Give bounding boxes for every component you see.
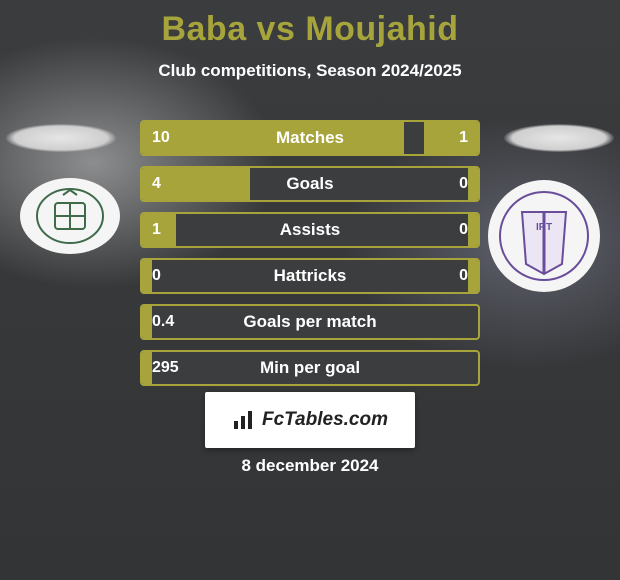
stat-left-value: 4 — [152, 168, 161, 200]
page-title: Baba vs Moujahid — [0, 0, 620, 49]
stat-label: Assists — [142, 214, 478, 246]
crest-left-icon — [35, 187, 105, 245]
stat-left-value: 10 — [152, 122, 170, 154]
player-left-shadow — [6, 124, 116, 152]
stat-label: Goals — [142, 168, 478, 200]
stat-label: Goals per match — [142, 306, 478, 338]
stat-left-value: 0.4 — [152, 306, 174, 338]
subtitle: Club competitions, Season 2024/2025 — [0, 61, 620, 81]
fctables-icon — [232, 409, 256, 431]
stat-label: Min per goal — [142, 352, 478, 384]
stat-right-value: 1 — [459, 122, 468, 154]
stat-right-value: 0 — [459, 214, 468, 246]
crest-right-icon: IRT — [498, 190, 590, 282]
player-right-shadow — [504, 124, 614, 152]
stat-right-value: 0 — [459, 260, 468, 292]
date-label: 8 december 2024 — [0, 456, 620, 476]
stat-row: Assists1 0 — [140, 212, 480, 248]
comparison-card: Baba vs Moujahid Club competitions, Seas… — [0, 0, 620, 580]
svg-text:IRT: IRT — [536, 222, 552, 233]
stat-row: Goals per match0.4 — [140, 304, 480, 340]
team-right-crest: IRT — [488, 180, 600, 292]
stat-right-value: 0 — [459, 168, 468, 200]
fctables-badge: FcTables.com — [205, 392, 415, 448]
stat-row: Hattricks0 0 — [140, 258, 480, 294]
stats-column: Matches101Goals40Assists10Hattricks00Goa… — [140, 120, 480, 396]
stat-left-value: 0 — [152, 260, 161, 292]
stat-left-value: 295 — [152, 352, 179, 384]
fctables-label: FcTables.com — [262, 409, 388, 431]
stat-label: Hattricks — [142, 260, 478, 292]
stat-row: Matches10 1 — [140, 120, 480, 156]
stat-row: Goals4 0 — [140, 166, 480, 202]
stat-row: Min per goal295 — [140, 350, 480, 386]
stat-left-value: 1 — [152, 214, 161, 246]
stat-label: Matches — [142, 122, 478, 154]
team-left-crest — [20, 178, 120, 254]
